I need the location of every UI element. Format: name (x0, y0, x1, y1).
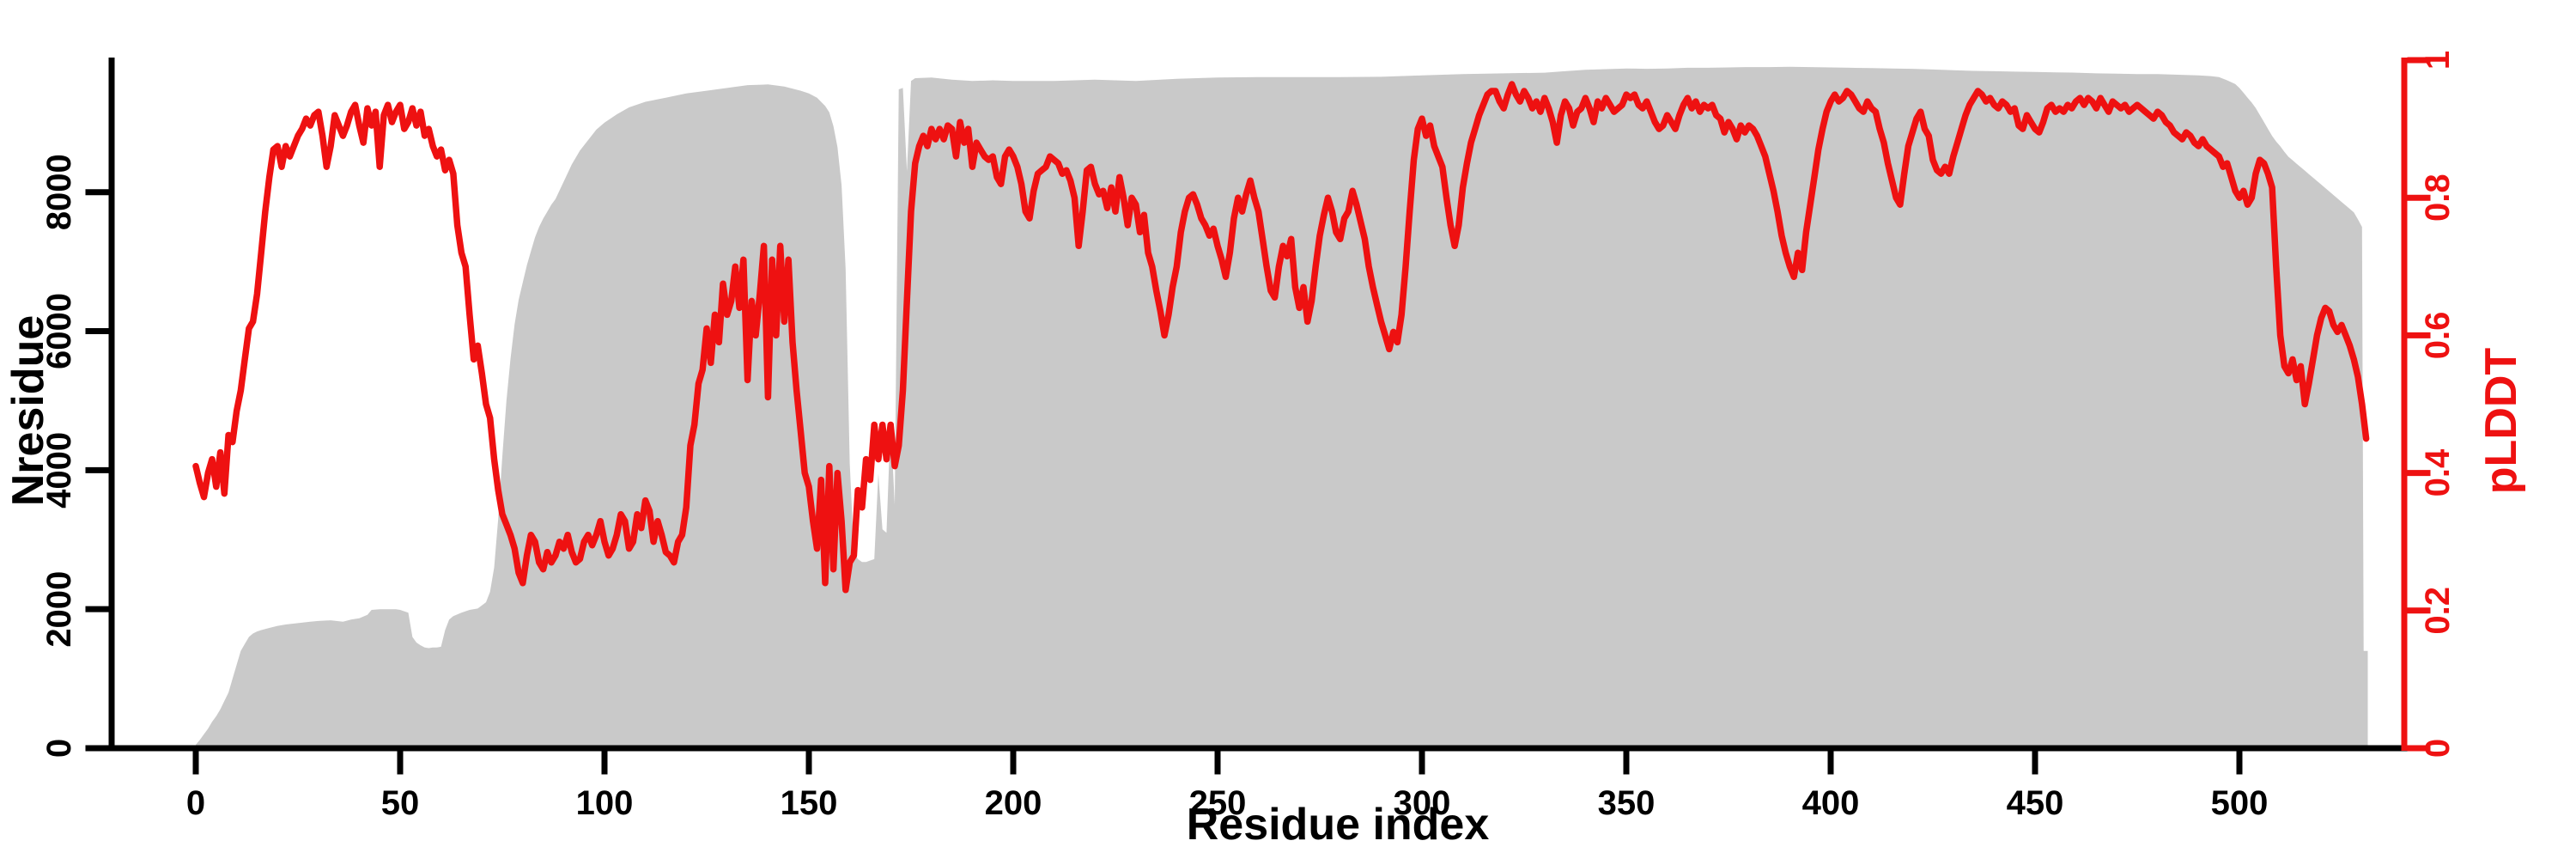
right-tick-label: 0.8 (2419, 174, 2457, 222)
right-axis-title: pLDDT (2476, 348, 2526, 495)
right-tick-label: 0.4 (2419, 448, 2457, 497)
left-tick-label: 8000 (40, 154, 78, 230)
right-tick-label: 0 (2419, 739, 2457, 758)
axes-layer (85, 57, 2431, 775)
x-tick-label: 500 (2211, 784, 2269, 822)
x-tick-label: 100 (576, 784, 634, 822)
x-tick-label: 450 (2007, 784, 2064, 822)
plddt-line-layer (192, 81, 2370, 594)
nresidue-area (196, 66, 2368, 748)
plddt-line (192, 81, 2370, 594)
x-axis-title: Residue index (1187, 800, 1490, 850)
left-tick-label: 6000 (40, 293, 78, 369)
right-tick-label: 1 (2419, 51, 2457, 70)
x-tick-label: 350 (1598, 784, 1656, 822)
x-tick-label: 250 (1189, 784, 1247, 822)
x-tick-label: 0 (186, 784, 205, 822)
right-tick-label: 0.2 (2419, 587, 2457, 635)
left-tick-label: 0 (40, 739, 78, 758)
left-axis-title: Nresidue (3, 315, 53, 507)
nresidue-area-layer (196, 66, 2368, 748)
left-tick-label: 4000 (40, 432, 78, 509)
left-tick-label: 2000 (40, 571, 78, 648)
x-tick-label: 400 (1802, 784, 1860, 822)
x-tick-label: 300 (1394, 784, 1451, 822)
x-tick-label: 50 (381, 784, 420, 822)
x-tick-label: 200 (985, 784, 1042, 822)
right-tick-label: 0.6 (2419, 312, 2457, 360)
x-tick-label: 150 (781, 784, 838, 822)
